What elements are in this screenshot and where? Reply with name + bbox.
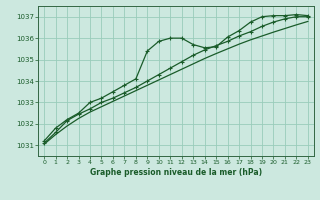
X-axis label: Graphe pression niveau de la mer (hPa): Graphe pression niveau de la mer (hPa) (90, 168, 262, 177)
